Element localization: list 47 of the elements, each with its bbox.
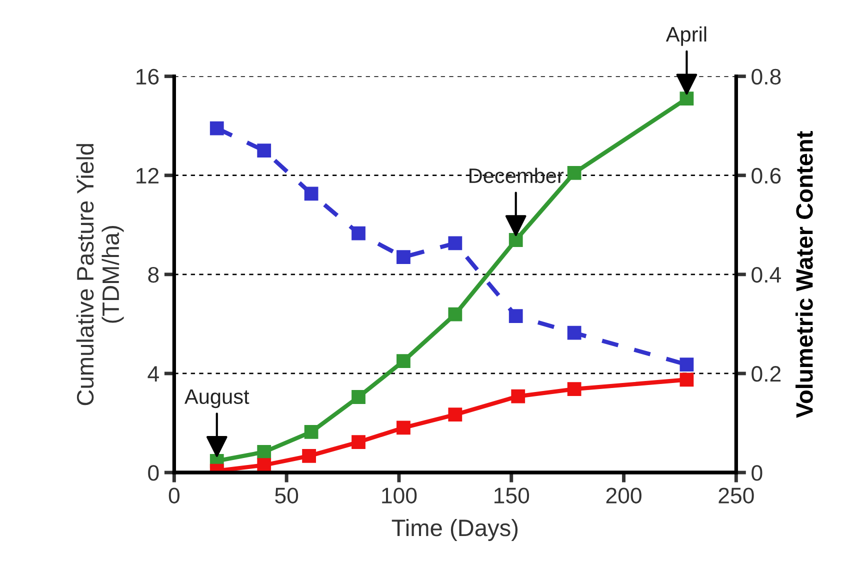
point <box>448 307 462 322</box>
x-tick-label: 0 <box>168 488 180 504</box>
point <box>511 389 526 404</box>
point <box>352 226 366 240</box>
point <box>257 144 272 158</box>
y2-axis-title: Volumetric Water Content <box>796 131 813 418</box>
point <box>508 309 523 323</box>
y2-tick-label: 0.8 <box>752 68 781 85</box>
y-tick-label: 12 <box>136 168 158 184</box>
x-tick-label: 100 <box>382 488 417 504</box>
point <box>352 435 366 450</box>
point <box>257 458 272 472</box>
annotation: December <box>470 168 564 184</box>
annotation: April <box>666 26 706 46</box>
point <box>396 250 410 264</box>
y-axis-title: Cumulative Pasture Yield (TDM/ha) <box>76 144 124 406</box>
point <box>680 372 694 387</box>
y-tick-label: 0 <box>148 465 159 481</box>
y-tick-label: 4 <box>148 366 159 382</box>
y2-tick-label: 0.2 <box>752 366 781 382</box>
y2-tick-label: 0 <box>752 465 762 481</box>
point <box>396 420 410 435</box>
point <box>352 390 366 404</box>
y-tick-label: 16 <box>136 68 159 85</box>
point <box>680 358 694 372</box>
x-axis-title: Time (Days) <box>392 518 518 541</box>
point <box>567 326 582 340</box>
point <box>304 424 318 439</box>
x-tick-label: 200 <box>606 488 642 504</box>
point <box>257 445 272 459</box>
point <box>508 233 523 247</box>
y-tick-label: 8 <box>148 266 159 283</box>
point <box>448 236 462 250</box>
x-tick-label: 50 <box>275 488 298 504</box>
point <box>567 166 582 180</box>
x-tick-label: 250 <box>718 488 754 504</box>
point <box>448 408 462 422</box>
point <box>680 92 694 106</box>
annotation: August <box>184 389 250 408</box>
y2-tick-label: 0.4 <box>752 266 781 283</box>
point <box>567 382 582 396</box>
point <box>304 186 318 201</box>
x-tick-label: 150 <box>494 488 530 504</box>
point <box>302 449 316 463</box>
point <box>396 354 410 368</box>
point <box>210 121 224 136</box>
y2-tick-label: 0.6 <box>752 168 781 184</box>
